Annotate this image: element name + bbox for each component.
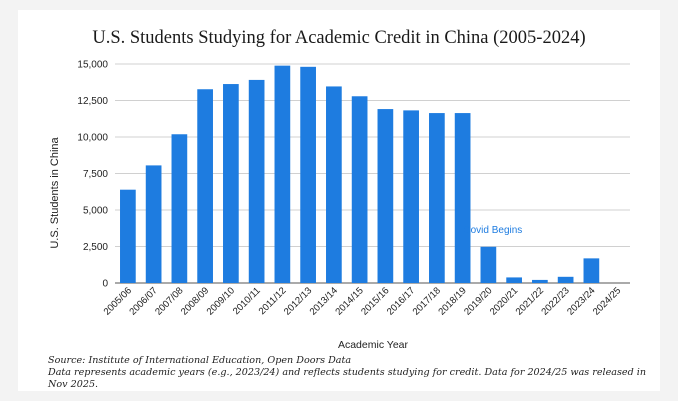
annotations: Covid Begins <box>463 225 522 236</box>
y-tick-label: 0 <box>102 279 108 290</box>
bar <box>351 96 368 284</box>
bar <box>377 109 394 284</box>
y-tick-label: 7,500 <box>83 169 108 180</box>
description-note: Data represents academic years (e.g., 20… <box>48 367 647 390</box>
bar <box>326 86 342 283</box>
bar <box>480 246 497 283</box>
bar <box>429 113 445 283</box>
y-tick-labels: 0 2,500 5,000 7,500 10,000 12,500 15,000 <box>77 60 108 290</box>
annotation-label: Covid Begins <box>463 225 522 236</box>
x-axis-label: Academic Year <box>338 339 409 351</box>
bar-chart: 0 2,500 5,000 7,500 10,000 12,500 15,000 2005/… <box>49 60 630 351</box>
bar <box>120 189 136 283</box>
bar <box>506 277 522 283</box>
chart-card: U.S. Students Studying for Academic Cred… <box>18 10 660 391</box>
x-tick-labels: 2005/062006/072007/082008/092009/102010/… <box>102 285 624 318</box>
bar <box>583 258 600 283</box>
bar <box>248 79 265 283</box>
bar <box>171 134 188 283</box>
y-tick-label: 15,000 <box>77 60 108 71</box>
bar <box>403 110 419 283</box>
bar <box>145 165 162 283</box>
bar <box>454 113 471 283</box>
bar <box>300 66 316 283</box>
x-tick-label: 2024/25 <box>591 285 623 317</box>
bar <box>197 89 213 283</box>
bar <box>532 279 548 283</box>
gridlines <box>115 63 630 284</box>
chart-title: U.S. Students Studying for Academic Cred… <box>92 28 586 48</box>
bar <box>557 276 574 283</box>
bar <box>274 65 291 283</box>
bars <box>120 65 600 284</box>
source-note: Source: Institute of International Educa… <box>48 355 352 366</box>
y-tick-label: 12,500 <box>77 96 108 107</box>
y-tick-label: 10,000 <box>77 133 108 144</box>
x-tick-label: 2009/10 <box>205 285 237 317</box>
y-axis-label: U.S. Students in China <box>49 136 61 248</box>
y-tick-label: 2,500 <box>83 242 108 253</box>
x-tick-label: 2010/11 <box>231 285 263 317</box>
bar <box>223 84 239 283</box>
y-tick-label: 5,000 <box>83 206 108 217</box>
